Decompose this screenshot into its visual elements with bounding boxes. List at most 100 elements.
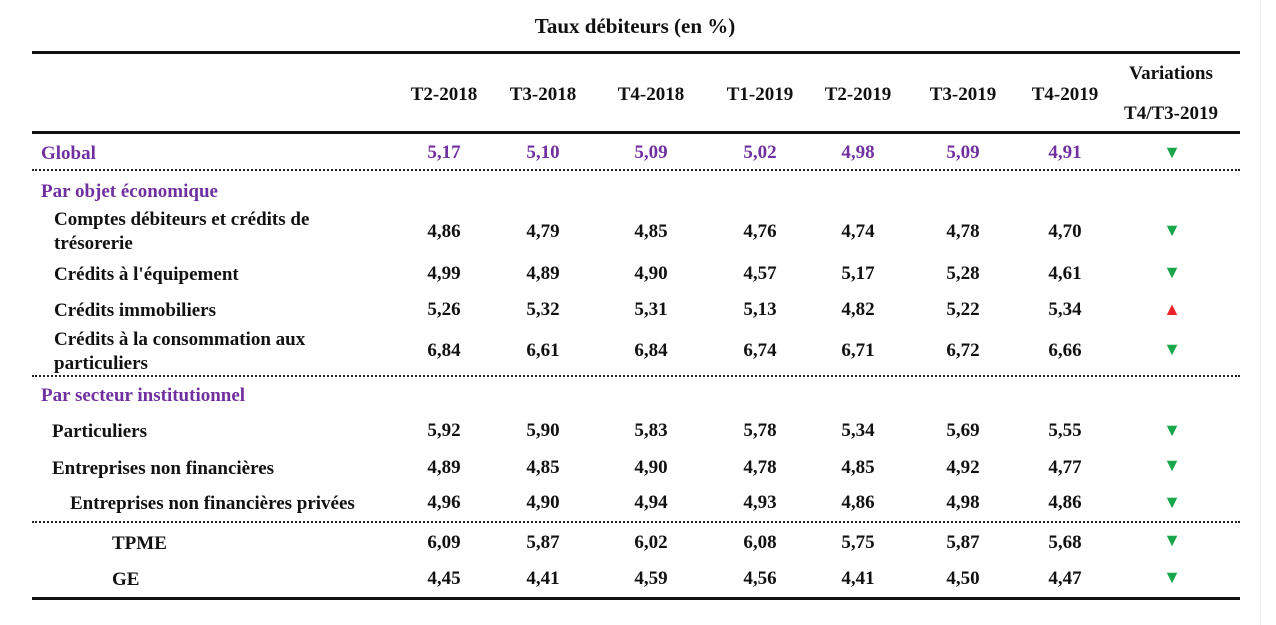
row-label: Crédits à la consommation aux: [54, 329, 306, 350]
table-cell: 5,09: [634, 142, 668, 163]
row-label: TPME: [112, 533, 167, 554]
table-cell: 5,26: [427, 299, 461, 320]
table-cell: 4,50: [946, 568, 980, 589]
table-cell: 5,34: [1048, 299, 1082, 320]
table-cell: 4,96: [427, 492, 461, 513]
row-label: Crédits immobiliers: [54, 300, 217, 321]
table-cell: 5,87: [526, 532, 560, 553]
section-divider: [32, 375, 1240, 377]
bottom-rule: [32, 597, 1240, 600]
down-arrow-icon: ▼: [1163, 455, 1181, 475]
down-arrow-icon: ▼: [1163, 530, 1181, 550]
variation-header-line1: Variations: [1129, 63, 1213, 84]
table-cell: 4,94: [634, 492, 668, 513]
table-cell: 5,92: [427, 420, 461, 441]
row-label: Global: [41, 143, 96, 164]
table-cell: 5,55: [1048, 420, 1082, 441]
table-cell: 4,98: [946, 492, 980, 513]
table-cell: 6,66: [1048, 340, 1082, 361]
table-cell: 5,78: [743, 420, 777, 441]
table-cell: 4,79: [526, 221, 560, 242]
column-header: T2-2019: [824, 84, 892, 105]
table-cell: 4,98: [841, 142, 875, 163]
table-cell: 6,08: [743, 532, 777, 553]
table-cell: 4,85: [634, 221, 668, 242]
table-cell: 5,87: [946, 532, 980, 553]
section-divider: [32, 169, 1240, 171]
table-cell: 6,72: [946, 340, 980, 361]
column-header: T1-2019: [726, 84, 794, 105]
up-arrow-icon: ▲: [1163, 299, 1181, 319]
table-cell: 5,83: [634, 420, 668, 441]
table-cell: 6,61: [526, 340, 560, 361]
table-cell: 4,93: [743, 492, 777, 513]
table-cell: 6,74: [743, 340, 777, 361]
page-edge-line: [1260, 0, 1261, 625]
table-cell: 6,09: [427, 532, 461, 553]
table-cell: 6,02: [634, 532, 668, 553]
row-label: Comptes débiteurs et crédits de: [54, 209, 310, 230]
column-header: T4-2019: [1031, 84, 1099, 105]
table-cell: 4,74: [841, 221, 875, 242]
column-header: T3-2019: [929, 84, 997, 105]
row-label: GE: [112, 569, 140, 590]
table-cell: 4,92: [946, 457, 980, 478]
table-cell: 5,22: [946, 299, 980, 320]
down-arrow-icon: ▼: [1163, 339, 1181, 359]
down-arrow-icon: ▼: [1163, 420, 1181, 440]
table-cell: 5,69: [946, 420, 980, 441]
table-cell: 5,09: [946, 142, 980, 163]
table-title: Taux débiteurs (en %): [534, 14, 736, 38]
table-cell: 4,99: [427, 263, 461, 284]
table-cell: 5,68: [1048, 532, 1082, 553]
table-cell: 6,84: [634, 340, 668, 361]
row-label: Entreprises non financières privées: [70, 493, 355, 514]
header-rule: [32, 131, 1240, 134]
table-cell: 5,28: [946, 263, 980, 284]
section-heading-secteur: Par secteur institutionnel: [41, 385, 246, 406]
row-label: Crédits à l'équipement: [54, 264, 239, 285]
table-cell: 4,89: [427, 457, 461, 478]
down-arrow-icon: ▼: [1163, 567, 1181, 587]
down-arrow-icon: ▼: [1163, 262, 1181, 282]
table-cell: 4,90: [634, 263, 668, 284]
table-cell: 5,17: [841, 263, 875, 284]
table-cell: 4,59: [634, 568, 668, 589]
table-cell: 4,57: [743, 263, 777, 284]
table-cell: 4,86: [841, 492, 875, 513]
table-cell: 4,86: [427, 221, 461, 242]
column-header: T3-2018: [509, 84, 577, 105]
table-cell: 4,89: [526, 263, 560, 284]
table-cell: 5,13: [743, 299, 777, 320]
table-cell: 5,75: [841, 532, 875, 553]
table-cell: 5,02: [743, 142, 777, 163]
table-cell: 4,90: [634, 457, 668, 478]
down-arrow-icon: ▼: [1163, 492, 1181, 512]
table-cell: 4,56: [743, 568, 777, 589]
down-arrow-icon: ▼: [1163, 142, 1181, 162]
row-label: Particuliers: [52, 421, 147, 442]
table-cell: 5,17: [427, 142, 461, 163]
section-heading-objet: Par objet économique: [41, 181, 218, 202]
table-cell: 6,84: [427, 340, 461, 361]
table-cell: 4,76: [743, 221, 777, 242]
table-cell: 4,85: [841, 457, 875, 478]
table-cell: 4,41: [526, 568, 560, 589]
row-label: Entreprises non financières: [52, 458, 275, 479]
top-rule: [32, 51, 1240, 54]
table-cell: 4,47: [1048, 568, 1082, 589]
down-arrow-icon: ▼: [1163, 220, 1181, 240]
table-cell: 4,45: [427, 568, 461, 589]
table-cell: 5,10: [526, 142, 560, 163]
table-cell: 4,90: [526, 492, 560, 513]
row-label: particuliers: [54, 353, 148, 374]
table-cell: 4,91: [1048, 142, 1082, 163]
table-cell: 5,31: [634, 299, 668, 320]
table-cell: 4,86: [1048, 492, 1082, 513]
table-cell: 5,90: [526, 420, 560, 441]
table-cell: 4,61: [1048, 263, 1082, 284]
table-cell: 4,85: [526, 457, 560, 478]
row-label: trésorerie: [54, 233, 133, 254]
table-cell: 6,71: [841, 340, 875, 361]
table-cell: 4,70: [1048, 221, 1082, 242]
